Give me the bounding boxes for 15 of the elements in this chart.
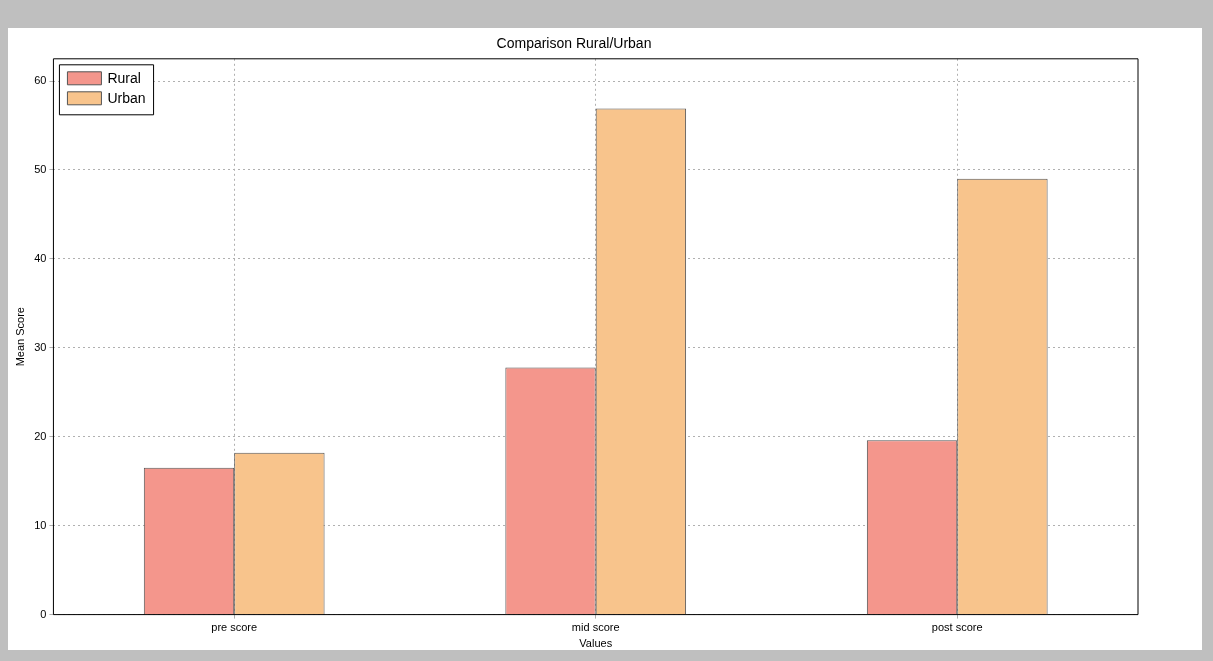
- y-tick-label: 10: [34, 518, 47, 531]
- legend-label: Rural: [107, 69, 141, 86]
- x-tick-label: post score: [931, 621, 983, 634]
- x-axis-title: Values: [579, 637, 613, 650]
- x-tick-label: pre score: [211, 621, 258, 634]
- y-tick-label: 30: [34, 340, 47, 353]
- x-tick-label: mid score: [571, 621, 620, 634]
- y-tick-label: 40: [34, 251, 47, 264]
- y-tick-label: 0: [40, 607, 47, 620]
- y-tick-label: 20: [34, 429, 47, 442]
- y-tick-label: 60: [34, 74, 47, 87]
- y-tick-label: 50: [34, 162, 47, 175]
- chart-title: Comparison Rural/Urban: [496, 35, 652, 52]
- y-axis-title: Mean Score: [13, 307, 26, 367]
- legend-label: Urban: [107, 89, 146, 106]
